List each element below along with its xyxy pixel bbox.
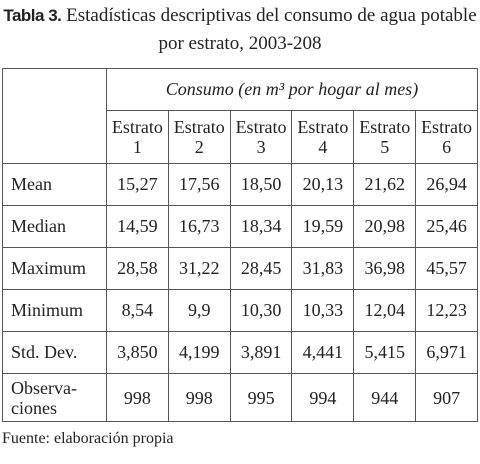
cell: 15,27 bbox=[106, 163, 169, 206]
cell: 31,22 bbox=[167, 247, 231, 290]
cell: 21,62 bbox=[353, 163, 417, 206]
title-text: Estadísticas descriptivas del consumo de… bbox=[66, 5, 477, 54]
cell: 45,57 bbox=[415, 247, 478, 290]
cell: 19,59 bbox=[291, 205, 355, 248]
cell: 6,971 bbox=[415, 331, 478, 374]
cell: 4,441 bbox=[291, 331, 355, 374]
cell: 17,56 bbox=[167, 163, 231, 206]
table-title: Tabla 3. Estadísticas descriptivas del c… bbox=[0, 2, 480, 58]
table-row: Std. Dev. 3,850 4,199 3,891 4,441 5,415 6,971 bbox=[2, 331, 478, 374]
column-header: Estrato 3 bbox=[229, 110, 293, 164]
table-row: Observa- ciones 998 998 995 994 944 907 bbox=[2, 373, 478, 422]
cell: 36,98 bbox=[353, 247, 417, 290]
table-row: Median 14,59 16,73 18,34 19,59 20,98 25,46 bbox=[2, 205, 478, 248]
cell: 28,45 bbox=[229, 247, 293, 290]
cell: 907 bbox=[415, 373, 478, 422]
cell: 998 bbox=[167, 373, 231, 422]
cell: 4,199 bbox=[167, 331, 231, 374]
row-label: Minimum bbox=[2, 289, 107, 332]
row-label: Median bbox=[2, 205, 107, 248]
table-row: Minimum 8,54 9,9 10,30 10,33 12,04 12,23 bbox=[2, 289, 478, 332]
cell: 28,58 bbox=[106, 247, 169, 290]
row-label: Maximum bbox=[2, 247, 107, 290]
table-row: Maximum 28,58 31,22 28,45 31,83 36,98 45,57 bbox=[2, 247, 478, 290]
cell: 3,850 bbox=[106, 331, 169, 374]
cell: 8,54 bbox=[106, 289, 169, 332]
cell: 12,04 bbox=[353, 289, 417, 332]
cell: 16,73 bbox=[167, 205, 231, 248]
cell: 26,94 bbox=[415, 163, 478, 206]
column-header: Estrato 6 bbox=[415, 110, 478, 164]
cell: 9,9 bbox=[167, 289, 231, 332]
cell: 944 bbox=[353, 373, 417, 422]
source-note: Fuente: elaboración propia bbox=[2, 430, 174, 447]
cell: 18,50 bbox=[229, 163, 293, 206]
cell: 20,98 bbox=[353, 205, 417, 248]
cell: 994 bbox=[291, 373, 355, 422]
cell: 10,30 bbox=[229, 289, 293, 332]
cell: 998 bbox=[106, 373, 169, 422]
cell: 995 bbox=[229, 373, 293, 422]
cell: 3,891 bbox=[229, 331, 293, 374]
column-header: Estrato 4 bbox=[291, 110, 355, 164]
table-row: Mean 15,27 17,56 18,50 20,13 21,62 26,94 bbox=[2, 163, 478, 206]
cell: 10,33 bbox=[291, 289, 355, 332]
cell: 20,13 bbox=[291, 163, 355, 206]
cell: 14,59 bbox=[106, 205, 169, 248]
group-header: Consumo (en m³ por hogar al mes) bbox=[106, 68, 478, 111]
cell: 25,46 bbox=[415, 205, 478, 248]
row-label: Std. Dev. bbox=[2, 331, 107, 374]
table-label: Tabla 3. bbox=[3, 6, 62, 25]
cell: 5,415 bbox=[353, 331, 417, 374]
data-table: Consumo (en m³ por hogar al mes) Estrato… bbox=[2, 68, 478, 422]
column-header: Estrato 1 bbox=[106, 110, 169, 164]
corner-cell bbox=[2, 68, 107, 164]
cell: 31,83 bbox=[291, 247, 355, 290]
cell: 18,34 bbox=[229, 205, 293, 248]
cell: 12,23 bbox=[415, 289, 478, 332]
row-label: Mean bbox=[2, 163, 107, 206]
column-header: Estrato 5 bbox=[353, 110, 417, 164]
row-label: Observa- ciones bbox=[2, 373, 107, 422]
column-header: Estrato 2 bbox=[167, 110, 231, 164]
